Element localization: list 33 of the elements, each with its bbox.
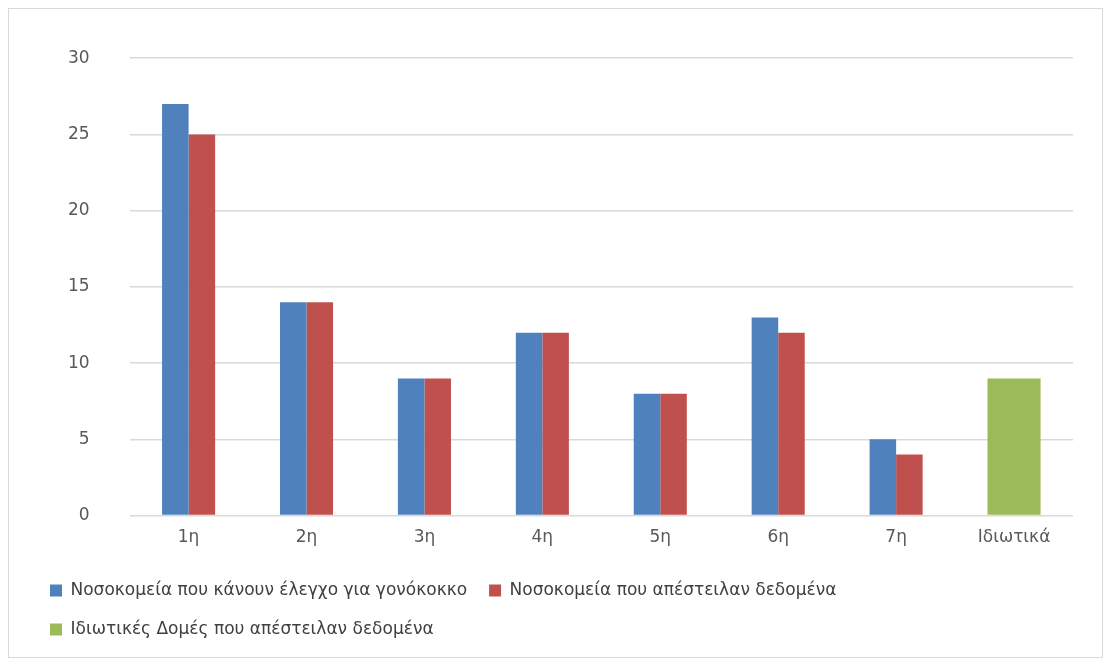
x-tick-label: 4η	[531, 526, 554, 547]
x-tick-label: 2η	[295, 526, 318, 547]
bar	[896, 454, 923, 515]
bar	[279, 302, 307, 515]
bar	[515, 332, 543, 515]
bar	[188, 134, 216, 515]
y-tick-label: 0	[78, 504, 90, 525]
x-tick-label: 3η	[413, 526, 436, 547]
y-tick-label: 25	[67, 122, 90, 143]
bar	[397, 378, 425, 515]
x-tick-label: 7η	[885, 526, 907, 547]
bar	[633, 393, 661, 515]
bar	[869, 439, 897, 515]
bar	[162, 103, 189, 515]
bar	[306, 302, 334, 515]
y-tick-label: 20	[67, 199, 90, 220]
legend-label: Ιδιωτικές Δομές που απέστειλαν δεδομένα	[70, 617, 434, 638]
y-tick-label: 5	[78, 427, 90, 448]
legend-label: Νοσοκομεία που κάνουν έλεγχο για γονόκοκκο	[70, 578, 468, 599]
bar	[778, 332, 805, 515]
bar	[424, 378, 451, 515]
x-tick-label: 5η	[649, 526, 672, 547]
legend-label: Νοσοκομεία που απέστειλαν δεδομένα	[509, 578, 837, 599]
bar	[542, 332, 569, 515]
x-tick-label: 6η	[767, 526, 789, 547]
bar	[660, 393, 687, 515]
y-tick-label: 15	[67, 275, 90, 296]
x-tick-label: 1η	[177, 526, 200, 547]
bar	[987, 378, 1041, 515]
x-tick-label: Ιδιωτικά	[977, 526, 1051, 547]
y-tick-label: 30	[67, 46, 90, 67]
y-tick-label: 10	[67, 351, 90, 372]
bar	[751, 317, 779, 515]
